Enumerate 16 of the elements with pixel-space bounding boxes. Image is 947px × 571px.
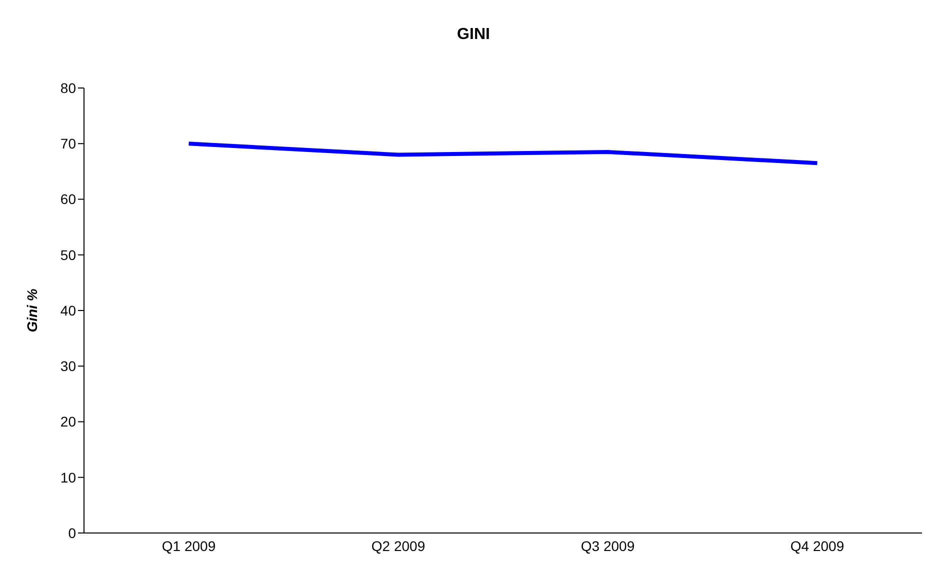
x-tick-label: Q3 2009 bbox=[580, 538, 635, 554]
y-tick-label: 10 bbox=[60, 469, 76, 486]
y-tick-label: 50 bbox=[60, 246, 76, 263]
y-tick-label: 70 bbox=[60, 136, 76, 152]
x-tick-label: Q4 2009 bbox=[790, 538, 844, 554]
y-tick-label: 40 bbox=[60, 302, 76, 318]
chart-title: GINI bbox=[456, 26, 491, 44]
y-tick-label: 30 bbox=[60, 358, 76, 374]
y-tick-label: 60 bbox=[60, 191, 76, 208]
y-tick-label: 0 bbox=[68, 524, 76, 541]
line-series bbox=[186, 142, 820, 166]
y-tick-label: 80 bbox=[60, 80, 76, 96]
x-tick-label: Q2 2009 bbox=[371, 538, 426, 554]
y-tick-label: 20 bbox=[60, 414, 76, 430]
y-axis-title: Gini % bbox=[24, 288, 40, 332]
x-tick-label: Q1 2009 bbox=[162, 538, 216, 554]
